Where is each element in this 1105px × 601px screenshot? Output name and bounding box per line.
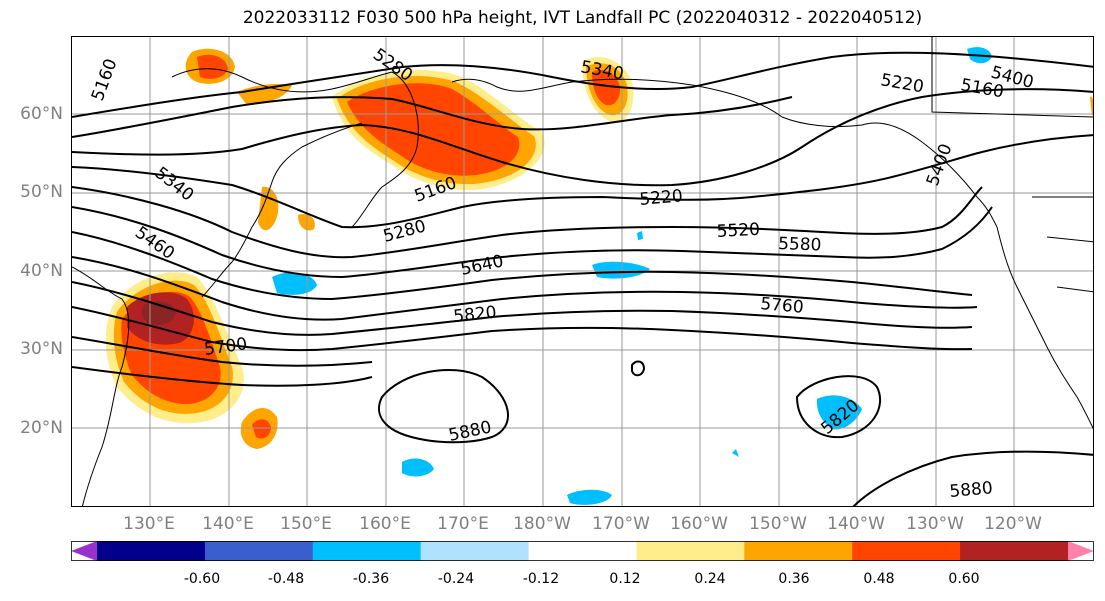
lat-label-30n: 30°N (20, 339, 63, 359)
contour-labels: 5160 5280 5340 5220 5160 5400 5340 5460 … (88, 45, 1036, 502)
graticule (72, 37, 1093, 506)
colorbar-tick-label: 0.12 (609, 571, 641, 587)
colorbar-segment (71, 541, 97, 561)
contour-label: 5400 (923, 141, 957, 188)
colorbar-tick-label: 0.48 (863, 571, 895, 587)
ivt-negative-area-5 (567, 489, 612, 505)
lon-label-130e: 130°E (123, 514, 175, 534)
colorbar-segment (312, 541, 422, 561)
colorbar-segment (636, 541, 745, 561)
contour-label: 5820 (452, 303, 497, 327)
contour-label: 5640 (459, 251, 505, 280)
lat-label-50n: 50°N (20, 182, 63, 202)
colorbar-border (71, 541, 1094, 561)
colorbar-tick-label: -0.12 (522, 571, 560, 587)
contour-label: 5220 (639, 186, 684, 210)
contour-label: 5160 (88, 56, 122, 103)
colorbar-segment (852, 541, 961, 561)
lon-label-180w: 180°W (513, 514, 571, 534)
colorbar-segments (71, 541, 1094, 561)
ivt-negative-area-3 (816, 395, 862, 430)
colorbar (71, 541, 1094, 561)
contour-label: 5880 (949, 478, 994, 502)
contour-label: 5280 (381, 216, 428, 247)
lon-label-170w: 170°W (592, 514, 650, 534)
colorbar-segment (1068, 541, 1094, 561)
lat-label-20n: 20°N (20, 418, 63, 438)
colorbar-segment (204, 541, 314, 561)
colorbar-tick-label: -0.24 (437, 571, 475, 587)
contour-label: 5340 (151, 163, 197, 205)
contour-label: 5520 (716, 220, 760, 242)
colorbar-tick-label: 0.36 (778, 571, 810, 587)
contour-label: 5220 (879, 70, 925, 97)
ivt-negative-area-4 (402, 458, 434, 477)
contour-label: 5580 (778, 234, 822, 255)
lat-label-40n: 40°N (20, 261, 63, 281)
colorbar-tick-label: -0.36 (352, 571, 390, 587)
lon-label-150e: 150°E (280, 514, 332, 534)
lon-label-160e: 160°E (359, 514, 411, 534)
lon-label-160w: 160°W (670, 514, 728, 534)
contour-label: 5880 (447, 417, 493, 446)
map-title: 2022033112 F030 500 hPa height, IVT Land… (242, 8, 923, 28)
colorbar-segment (420, 541, 530, 561)
colorbar-tick-label: 0.24 (694, 571, 726, 587)
lon-label-120w: 120°W (984, 514, 1042, 534)
ivt-negative-area-1 (272, 272, 317, 295)
lat-label-60n: 60°N (20, 104, 63, 124)
colorbar-segment (960, 541, 1069, 561)
ivt-negative-area-2 (592, 261, 650, 279)
map-panel: 5160 5280 5340 5220 5160 5400 5340 5460 … (71, 36, 1094, 507)
ivt-shading (105, 47, 1093, 505)
lon-label-150w: 150°W (749, 514, 807, 534)
height-contours (72, 51, 1093, 506)
lon-label-130w: 130°W (906, 514, 964, 534)
map-canvas: 5160 5280 5340 5220 5160 5400 5340 5460 … (72, 37, 1093, 506)
lon-label-140w: 140°W (827, 514, 885, 534)
colorbar-tick-label: 0.60 (948, 571, 980, 587)
lon-label-140e: 140°E (202, 514, 254, 534)
colorbar-segment (528, 541, 637, 561)
colorbar-segment (744, 541, 853, 561)
colorbar-tick-label: -0.48 (267, 571, 305, 587)
colorbar-segment (97, 541, 206, 561)
colorbar-tick-label: -0.60 (183, 571, 221, 587)
contour-label: 5760 (760, 294, 805, 318)
lon-label-170e: 170°E (437, 514, 489, 534)
